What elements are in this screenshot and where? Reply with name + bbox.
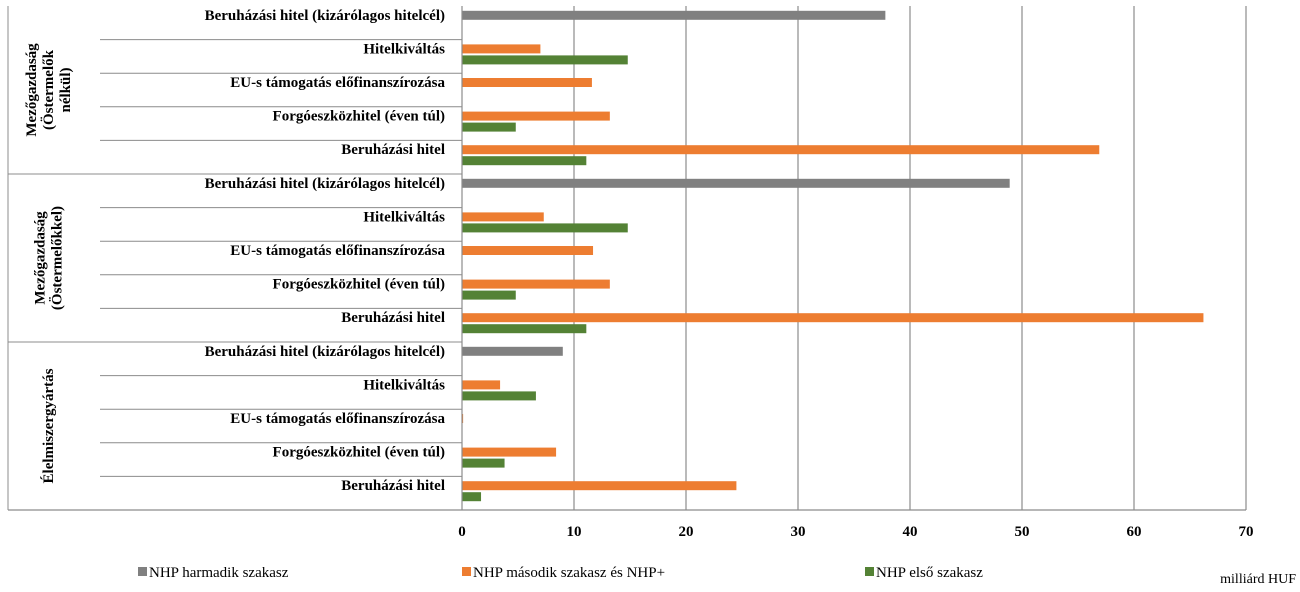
group-label: (Östermelők (40, 49, 57, 130)
legend-swatch-1 (138, 567, 147, 576)
x-tick-label: 20 (679, 524, 694, 540)
bar-3 (462, 391, 536, 401)
category-label: EU-s támogatás előfinanszírozása (230, 75, 445, 91)
bar-3 (462, 492, 482, 502)
bar-2 (462, 212, 544, 222)
bar-2 (462, 481, 737, 491)
bar-3 (462, 290, 516, 300)
x-tick-label: 30 (791, 524, 806, 540)
x-tick-label: 40 (903, 524, 918, 540)
category-label: Hitelkiváltás (363, 209, 445, 225)
group-label: Élelmiszergyártás (40, 368, 57, 483)
x-tick-label: 0 (458, 524, 466, 540)
category-label: Hitelkiváltás (363, 377, 445, 393)
bar-2 (462, 447, 557, 457)
bar-2 (462, 111, 610, 121)
category-label: Beruházási hitel (341, 310, 445, 326)
category-label: Beruházási hitel (341, 142, 445, 158)
legend-swatch-2 (462, 567, 471, 576)
category-label: Beruházási hitel (kizárólagos hitelcél) (205, 344, 445, 360)
group-label: nélkül) (58, 67, 74, 112)
unit-label: milliárd HUF (1220, 572, 1296, 587)
category-label: Forgóeszközhitel (éven túl) (273, 109, 445, 125)
category-label: Hitelkiváltás (363, 41, 445, 57)
bar-2 (462, 380, 501, 390)
category-label: Beruházási hitel (kizárólagos hitelcél) (205, 8, 445, 24)
category-label: Beruházási hitel (341, 478, 445, 494)
group-label: (Östermelőkkel) (49, 206, 66, 310)
category-label: Forgóeszközhitel (éven túl) (273, 277, 445, 293)
bar-2 (462, 44, 541, 54)
bar-3 (462, 122, 516, 132)
bar-3 (462, 55, 628, 65)
bar-1 (462, 178, 1010, 188)
bar-2 (462, 78, 592, 87)
x-tick-label: 50 (1015, 524, 1030, 540)
x-tick-label: 70 (1239, 524, 1254, 540)
x-tick-label: 60 (1127, 524, 1142, 540)
group-label: Mezőgazdaság (33, 211, 49, 305)
category-label: Forgóeszközhitel (éven túl) (273, 445, 445, 461)
category-label: EU-s támogatás előfinanszírozása (230, 243, 445, 259)
bar-2 (462, 279, 610, 289)
bar-1 (462, 10, 886, 20)
bar-1 (462, 346, 563, 356)
bar-2 (462, 145, 1100, 155)
x-tick-label: 10 (567, 524, 582, 540)
bar-3 (462, 324, 587, 334)
legend-swatch-3 (865, 567, 874, 576)
legend-label-3: NHP első szakasz (876, 565, 983, 581)
bar-3 (462, 458, 505, 468)
bar-3 (462, 156, 587, 166)
category-label: EU-s támogatás előfinanszírozása (230, 411, 445, 427)
legend-label-1: NHP harmadik szakasz (149, 565, 289, 581)
group-label: Mezőgazdaság (24, 43, 40, 137)
category-label: Beruházási hitel (kizárólagos hitelcél) (205, 176, 445, 192)
bar-3 (462, 223, 628, 233)
bar-2 (462, 246, 594, 255)
legend-label-2: NHP második szakasz és NHP+ (473, 565, 665, 581)
bar-2 (462, 313, 1204, 323)
